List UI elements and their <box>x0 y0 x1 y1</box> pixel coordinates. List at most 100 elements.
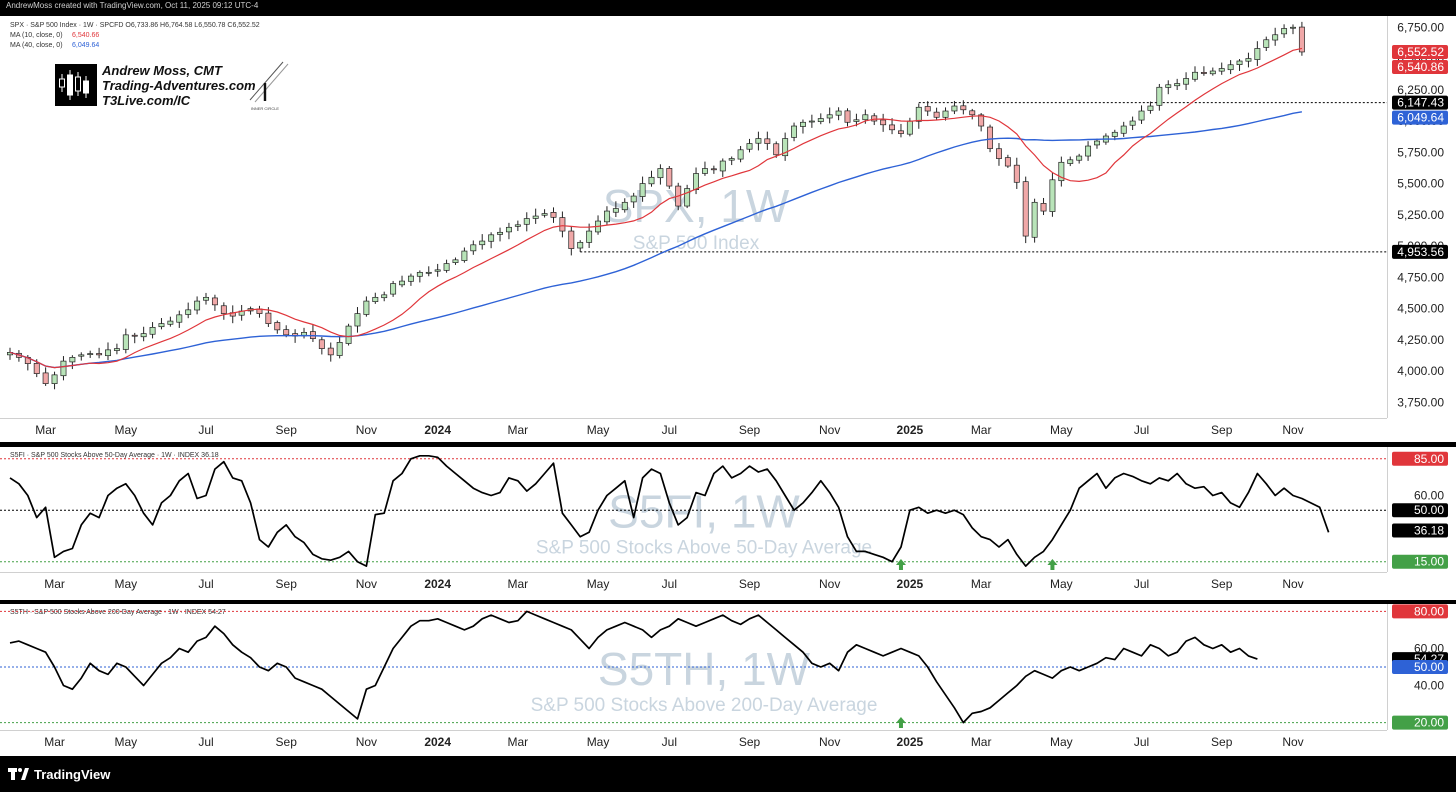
x-tick-label: May <box>1050 423 1073 437</box>
candle-down <box>1013 164 1020 183</box>
candle-down <box>960 105 967 111</box>
price-label-text: 20.00 <box>1414 716 1444 730</box>
candle-up <box>523 218 530 225</box>
candle-up <box>639 183 646 197</box>
candle-up <box>167 320 174 325</box>
candle-down <box>211 297 218 306</box>
candle-down <box>773 143 780 156</box>
x-tick-label: Mar <box>508 577 529 591</box>
x-tick-label: 2024 <box>424 735 451 749</box>
candle-down <box>274 322 281 331</box>
x-tick-label: Sep <box>739 735 761 749</box>
price-label-text: 50.00 <box>1414 660 1444 674</box>
x-tick-label: 2024 <box>424 423 451 437</box>
candle-up <box>1281 28 1288 35</box>
x-tick-label: Sep <box>1211 735 1233 749</box>
candle-up <box>612 208 619 213</box>
candle-up <box>140 333 147 338</box>
legend-indicator-value: 36.18 <box>201 452 219 459</box>
price-label-text: 6,049.64 <box>1397 111 1444 125</box>
x-tick-label: May <box>587 735 610 749</box>
candle-up <box>1138 110 1145 121</box>
x-tick-label: 2025 <box>897 577 924 591</box>
candle-up <box>149 326 156 335</box>
tradingview-logo-icon <box>8 768 29 780</box>
plot-area-spx <box>0 16 1387 418</box>
y-tick-label: 4,250.00 <box>1397 333 1444 347</box>
candle-up <box>1236 60 1243 65</box>
candle-up <box>194 300 201 311</box>
candle-up <box>425 271 432 274</box>
candle-down <box>889 124 896 131</box>
candle-up <box>532 215 539 219</box>
candle-up <box>746 143 753 150</box>
legend-indicator: S5TH · S&P 500 Stocks Above 200-Day Aver… <box>10 609 226 616</box>
legend-ma10: MA (10, close, 0) <box>10 32 63 39</box>
x-tick-label: Jul <box>662 577 677 591</box>
x-tick-label: Jul <box>198 735 213 749</box>
candle-down <box>327 347 334 356</box>
candle-up <box>1085 145 1092 157</box>
candle-up <box>354 313 361 327</box>
candle-up <box>800 121 806 127</box>
legend-indicator-value: 54.27 <box>208 609 226 616</box>
candle-down <box>131 334 138 337</box>
y-tick-label: 40.00 <box>1414 679 1444 693</box>
price-label-bg <box>1392 44 1448 59</box>
x-tick-label: May <box>114 735 137 749</box>
x-tick-label: May <box>587 577 610 591</box>
watermark-description: S&P 500 Index <box>633 233 760 254</box>
price-label: 20.00 <box>1392 715 1448 730</box>
candle-down <box>265 312 272 324</box>
created-by-text: AndrewMoss created with TradingView.com,… <box>6 1 259 10</box>
price-label-bg <box>1392 59 1448 74</box>
x-tick-label: 2025 <box>897 735 924 749</box>
y-tick-label: 5,250.00 <box>1397 208 1444 222</box>
candle-down <box>1298 26 1305 53</box>
x-tick-label: Sep <box>276 577 298 591</box>
candle-up <box>51 374 58 384</box>
x-tick-label: Mar <box>971 735 992 749</box>
x-tick-label: Sep <box>1211 577 1233 591</box>
legend-symbol-line: SPX · S&P 500 Index · 1W · SPCFD O6,733.… <box>10 22 260 29</box>
candle-up <box>1245 58 1252 62</box>
x-tick-label: Nov <box>1282 423 1303 437</box>
price-label: 6,147.43 <box>1392 95 1448 110</box>
candle-up <box>782 138 789 157</box>
candle-up <box>541 213 548 216</box>
x-tick-label: Nov <box>1282 577 1303 591</box>
x-tick-label: May <box>114 423 137 437</box>
legend-indicator: S5FI · S&P 500 Stocks Above 50-Day Avera… <box>10 452 219 459</box>
candle-up <box>835 110 842 116</box>
price-label: 4,953.56 <box>1392 244 1448 259</box>
x-tick-label: Mar <box>971 577 992 591</box>
x-tick-label: Nov <box>356 735 377 749</box>
candle-down <box>1040 203 1047 212</box>
candle-up <box>951 105 958 112</box>
candle-up <box>621 201 628 211</box>
watermark-description: S&P 500 Stocks Above 50-Day Average <box>536 538 872 559</box>
candle-up <box>1094 140 1100 146</box>
candle-up <box>372 296 379 302</box>
price-label-text: 50.00 <box>1414 503 1444 517</box>
x-tick-label: Nov <box>819 423 840 437</box>
x-tick-label: Jul <box>662 423 677 437</box>
price-label-text: 6,552.52 <box>1397 45 1444 59</box>
breadth-line <box>9 454 1330 567</box>
x-tick-label: Sep <box>739 577 761 591</box>
price-label-bg <box>1392 244 1448 259</box>
candle-down <box>764 138 771 144</box>
price-label-bg <box>1392 660 1448 674</box>
x-tick-label: 2025 <box>897 423 924 437</box>
inner-circle-slash <box>249 61 284 101</box>
tradingview-logo[interactable]: TradingView <box>8 764 110 784</box>
candle-up <box>862 114 869 121</box>
candle-up <box>185 309 192 315</box>
y-tick-label: 4,750.00 <box>1397 270 1444 284</box>
price-label: 85.00 <box>1392 451 1448 466</box>
candle-up <box>906 120 913 135</box>
price-label-bg <box>1392 554 1448 569</box>
